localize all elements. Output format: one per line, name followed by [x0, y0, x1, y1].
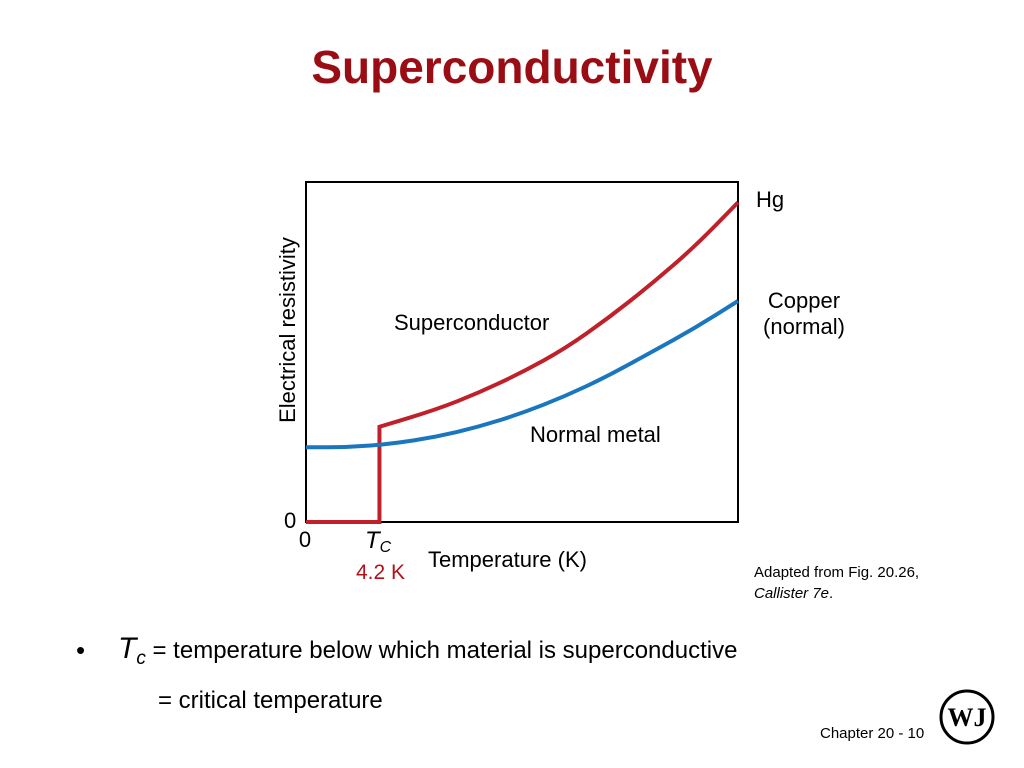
superconductor-label: Superconductor [394, 310, 549, 335]
copper-label: Copper (normal) [752, 288, 856, 340]
plot-frame [305, 181, 739, 523]
credit-suffix: . [829, 585, 834, 602]
resistivity-chart: Electrical resistivity Temperature (K) 0… [275, 181, 740, 572]
x-origin-label: 0 [299, 527, 311, 552]
plot-area [305, 181, 740, 524]
slide-footer: Chapter 20 - 10 [820, 725, 925, 742]
tc-symbol: T [118, 632, 137, 665]
bullet-line-2: = critical temperature [158, 687, 383, 714]
bullet-line-1: Tc = temperature below which material is… [118, 632, 737, 670]
copper-label-line2: (normal) [763, 314, 845, 339]
hg-label: Hg [756, 187, 785, 212]
tc-value-label: 4.2 K [356, 561, 406, 584]
credit-source: Callister 7e [754, 585, 830, 602]
x-axis-label: Temperature (K) [428, 547, 587, 572]
tc-tick-sub: C [380, 539, 392, 556]
bullet-symbol: • [76, 635, 86, 665]
bullet-definition: = temperature below which material is su… [145, 637, 738, 664]
wiley-logo-icon: WJ [939, 689, 995, 745]
y-origin-label: 0 [284, 508, 296, 533]
normal-metal-label: Normal metal [530, 422, 661, 447]
series-line-superconductor [306, 201, 740, 524]
y-axis-label: Electrical resistivity [275, 237, 300, 423]
slide-title: Superconductivity [311, 41, 713, 93]
figure-credit: Adapted from Fig. 20.26, Callister 7e. [754, 562, 919, 604]
series-line-normal-metal [306, 299, 740, 450]
tc-tick-main: T [365, 527, 382, 554]
logo-text: WJ [948, 703, 987, 732]
tc-tick-label: TC [365, 527, 392, 556]
credit-line1: Adapted from Fig. 20.26, [754, 564, 920, 581]
tc-subscript: c [136, 648, 146, 669]
copper-label-line1: Copper [767, 288, 841, 313]
